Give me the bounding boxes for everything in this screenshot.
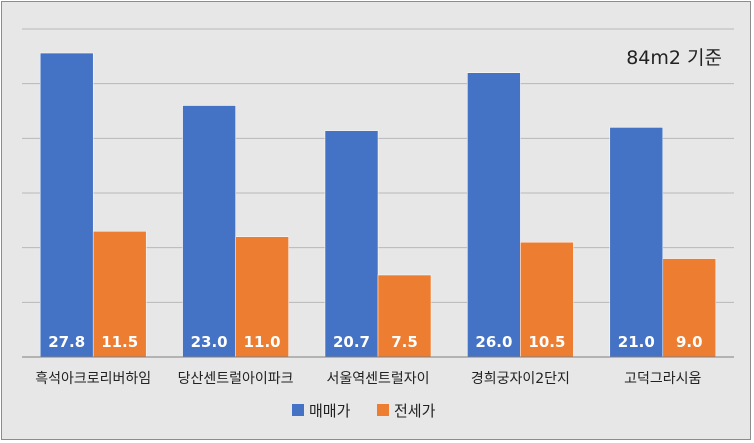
legend-swatch: [377, 404, 389, 416]
bars: 27.8 11.5 23.0 11.0 20.7 7.5 26.0 10.5 21.0 9.0: [39, 52, 717, 358]
chart-annotation: 84m2 기준: [626, 47, 722, 69]
data-label: 11.0: [244, 333, 281, 351]
legend-swatch: [292, 404, 304, 416]
category-label: 고덕그라시움: [624, 371, 701, 387]
bar: [324, 130, 379, 358]
data-label: 23.0: [191, 333, 228, 351]
legend: 매매가 전세가: [292, 402, 436, 420]
category-label: 경희궁자이2단지: [471, 371, 570, 387]
bar: [609, 127, 664, 358]
data-label: 7.5: [391, 333, 418, 351]
data-label: 20.7: [333, 333, 370, 351]
bar: [182, 105, 236, 358]
bar: [39, 52, 94, 358]
data-label: 27.8: [48, 333, 85, 351]
bar: [662, 258, 717, 358]
legend-label: 전세가: [394, 402, 436, 420]
data-label: 11.5: [101, 333, 138, 351]
bar: [467, 72, 521, 358]
data-label: 26.0: [475, 333, 512, 351]
bar: [520, 241, 574, 358]
data-label: 10.5: [528, 333, 565, 351]
legend-label: 매매가: [309, 402, 351, 420]
category-label: 서울역센트럴자이: [326, 371, 429, 387]
data-label: 9.0: [676, 333, 703, 351]
category-labels: 흑석아크로리버하임 당산센트럴아이파크 서울역센트럴자이 경희궁자이2단지 고덕그라시움: [35, 370, 701, 387]
bar: [235, 236, 289, 358]
bar: [377, 274, 432, 358]
data-label: 21.0: [618, 333, 655, 351]
category-label: 당산센트럴아이파크: [178, 371, 294, 387]
category-label: 흑석아크로리버하임: [35, 370, 151, 387]
